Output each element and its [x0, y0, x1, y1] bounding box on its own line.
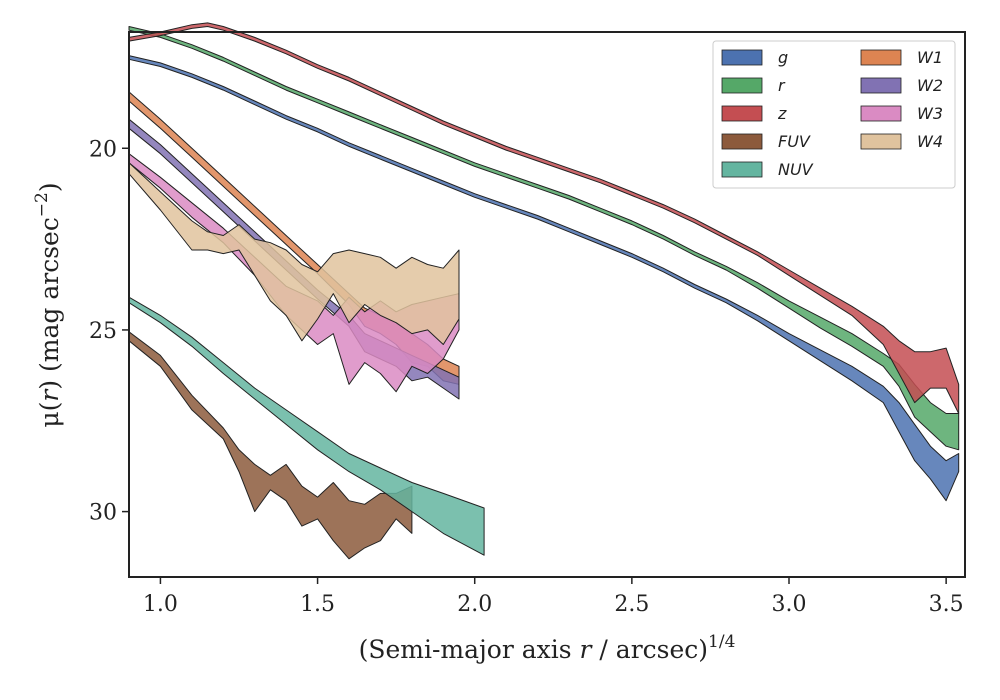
- band-w4: [128, 162, 460, 345]
- y-axis-label: μ(r) (mag arcsec−2): [32, 182, 64, 427]
- x-tick-label: 1.5: [300, 592, 335, 617]
- legend: grz FUV NUV W1 W2 W3 W4: [712, 40, 956, 189]
- legend-swatch-w1: [860, 49, 902, 66]
- y-tick-label: 30: [89, 501, 117, 526]
- legend-label-w3: W3: [917, 104, 943, 123]
- x-axis-label: (Semi-major axis r / arcsec)1/4: [359, 632, 736, 664]
- band-fuv: [128, 331, 413, 560]
- legend-swatch-w4: [860, 133, 902, 150]
- y-tick-label: 20: [89, 137, 117, 162]
- legend-swatch-nuv: [721, 161, 763, 178]
- legend-label-r: r: [778, 76, 786, 95]
- band-z: [128, 22, 960, 414]
- legend-label-w2: W2: [917, 76, 943, 95]
- legend-label-nuv: NUV: [778, 160, 814, 179]
- x-tick-label: 2.0: [457, 592, 492, 617]
- band-nuv: [128, 296, 485, 556]
- legend-label-fuv: FUV: [778, 132, 811, 151]
- legend-swatch-z: [721, 105, 763, 122]
- x-tick-label: 2.5: [614, 592, 649, 617]
- legend-label-g: g: [778, 48, 788, 67]
- legend-label-w4: W4: [917, 132, 943, 151]
- legend-label-w1: W1: [917, 48, 943, 67]
- legend-swatch-w2: [860, 77, 902, 94]
- legend-swatch-g: [721, 49, 763, 66]
- legend-label-z: z: [777, 104, 787, 123]
- x-tick-label: 3.5: [929, 592, 964, 617]
- plot-frame: [128, 31, 966, 578]
- x-tick-label: 1.0: [143, 592, 178, 617]
- legend-swatch-fuv: [721, 133, 763, 150]
- profile-bands: [128, 22, 960, 560]
- x-tick-label: 3.0: [772, 592, 807, 617]
- legend-swatch-w3: [860, 105, 902, 122]
- band-r: [128, 26, 960, 451]
- legend-swatch-r: [721, 77, 763, 94]
- axis-ticks: 1.0 1.5 2.0 2.5 3.0 3.5 20 25 30: [89, 137, 964, 617]
- band-g: [128, 55, 960, 502]
- y-tick-label: 25: [89, 319, 117, 344]
